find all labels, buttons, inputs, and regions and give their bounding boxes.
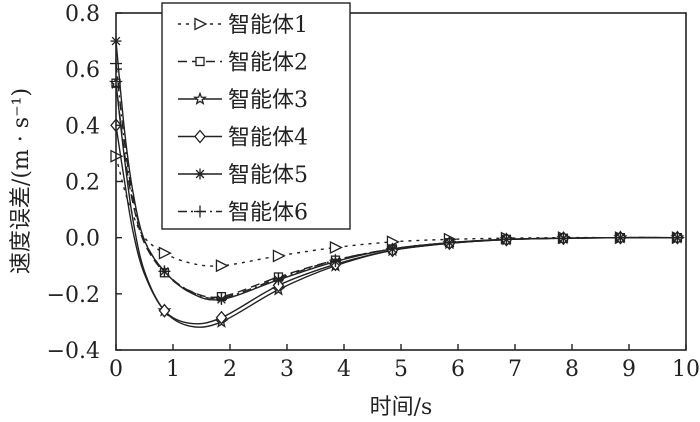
legend-item: 智能体2 — [178, 51, 308, 76]
legend-marker — [194, 205, 206, 218]
x-tick-label: 10 — [672, 357, 700, 382]
y-tick-label: 0.8 — [65, 2, 100, 27]
y-tick-label: −0.2 — [47, 283, 100, 308]
data-point-marker — [614, 231, 627, 244]
legend-marker — [194, 129, 206, 144]
data-point-marker — [215, 259, 229, 273]
data-point-marker — [158, 303, 171, 318]
y-tick-label: −0.4 — [47, 339, 100, 364]
x-tick-label: 3 — [280, 357, 294, 382]
x-tick-label: 7 — [508, 357, 522, 382]
y-axis-label: 速度误差/(m · s⁻¹) — [9, 88, 34, 274]
y-tick-label: 0.0 — [65, 227, 100, 252]
series-layer — [108, 35, 685, 328]
data-point-marker — [557, 232, 570, 245]
data-point-marker — [443, 236, 456, 249]
data-point-marker — [215, 310, 228, 325]
y-tick-label: 0.4 — [65, 114, 100, 139]
data-point-marker — [158, 265, 171, 278]
x-tick-label: 0 — [109, 357, 123, 382]
legend-item: 智能体4 — [178, 126, 308, 151]
series-6 — [110, 57, 684, 305]
x-tick-label: 5 — [394, 357, 408, 382]
x-tick-label: 1 — [166, 357, 180, 382]
legend-label: 智能体2 — [228, 51, 308, 76]
legend-label: 智能体5 — [228, 163, 308, 188]
data-point-marker — [386, 242, 399, 255]
y-tick-label: 0.6 — [65, 58, 100, 83]
data-point-marker — [671, 231, 684, 244]
data-point-marker — [272, 249, 286, 263]
legend-item: 智能体1 — [178, 13, 308, 38]
legend-label: 智能体6 — [228, 201, 308, 226]
legend-marker — [194, 17, 208, 31]
x-tick-label: 4 — [337, 357, 351, 382]
data-point-marker — [500, 233, 513, 246]
x-tick-label: 8 — [565, 357, 579, 382]
x-axis: 0 1 2 3 4 5 6 7 8 9 10 — [109, 344, 700, 382]
data-point-marker — [272, 272, 285, 285]
legend-marker — [194, 168, 206, 180]
x-tick-label: 6 — [451, 357, 465, 382]
x-tick-label: 9 — [622, 357, 636, 382]
data-point-marker — [158, 246, 172, 260]
data-point-marker — [329, 254, 342, 267]
legend: 智能体1 智能体2 智能体3 智能体4 智能体5 智能体6 — [161, 2, 351, 230]
legend-item: 智能体3 — [178, 88, 308, 113]
data-point-marker — [215, 292, 228, 305]
x-tick-label: 2 — [223, 357, 237, 382]
legend-label: 智能体1 — [228, 13, 308, 38]
y-axis: 0.8 0.6 0.4 0.2 0.0 −0.2 −0.4 — [47, 2, 122, 364]
legend-label: 智能体4 — [228, 126, 308, 151]
legend-box — [161, 2, 351, 230]
legend-label: 智能体3 — [228, 88, 308, 113]
legend-marker — [192, 91, 208, 105]
legend-item: 智能体6 — [178, 201, 308, 226]
legend-item: 智能体5 — [178, 163, 308, 188]
x-axis-label: 时间/s — [370, 395, 433, 420]
y-tick-label: 0.2 — [65, 171, 100, 196]
data-point-marker — [329, 240, 343, 255]
legend-marker — [195, 56, 205, 67]
